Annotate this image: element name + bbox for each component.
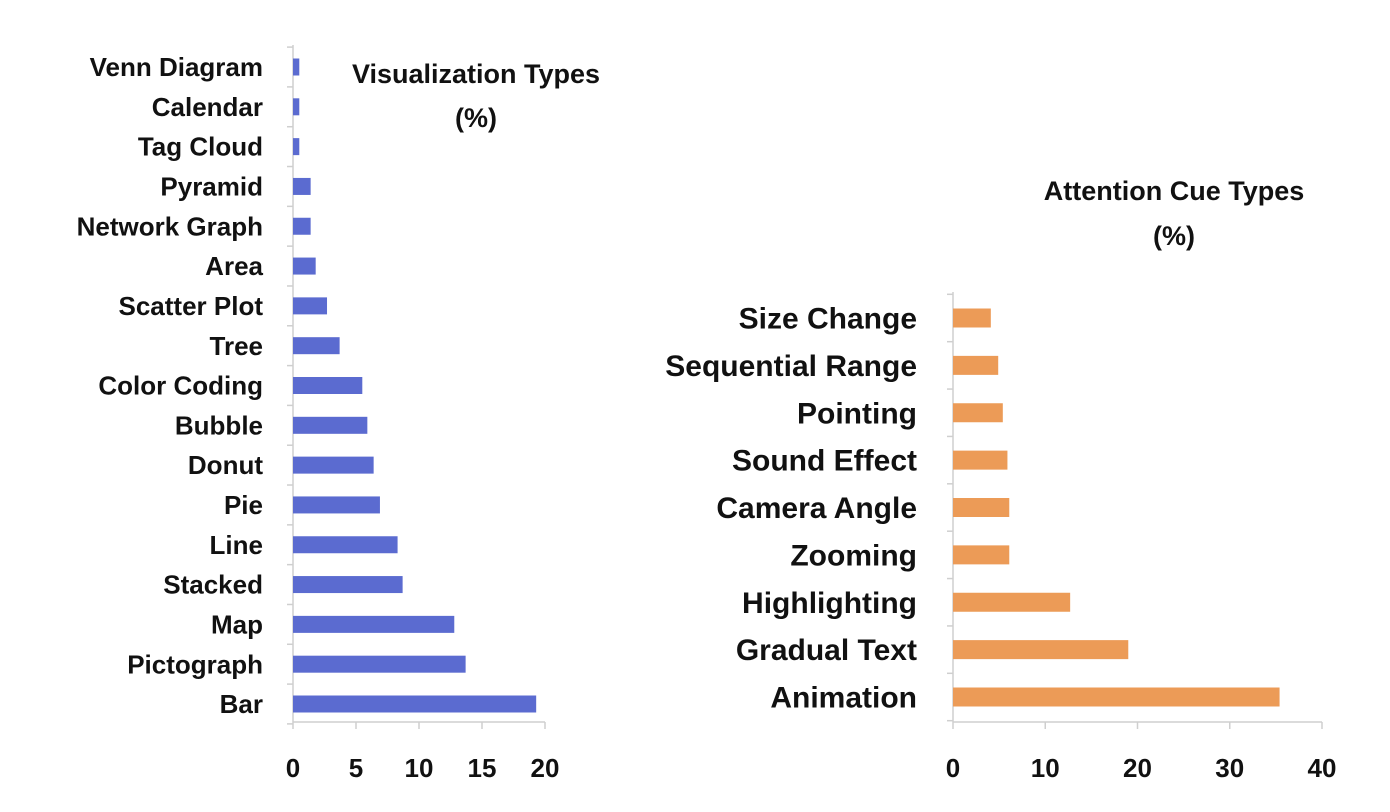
viz-category-label: Pyramid: [160, 172, 263, 202]
viz-x-tick-label: 0: [286, 753, 300, 783]
viz-bar: [293, 98, 300, 116]
viz-category-label: Pictograph: [127, 649, 263, 679]
viz-bar: [293, 615, 455, 633]
cue-bar: [953, 592, 1071, 612]
viz-category-label: Bar: [220, 689, 263, 719]
viz-bar: [293, 496, 380, 514]
viz-x-tick-label: 10: [405, 753, 434, 783]
viz-bar: [293, 337, 340, 355]
cue-x-tick-label: 20: [1123, 753, 1152, 783]
viz-chart-title-line-1: Visualization Types: [352, 59, 600, 89]
viz-category-label: Pie: [224, 490, 263, 520]
cue-bar: [953, 450, 1008, 470]
viz-x-tick-label: 5: [349, 753, 363, 783]
viz-category-label: Tag Cloud: [138, 132, 263, 162]
viz-bar: [293, 138, 300, 156]
viz-category-label: Bubble: [175, 410, 263, 440]
cue-chart-title-line-2: (%): [1153, 221, 1195, 251]
viz-chart-title-line-2: (%): [455, 103, 497, 133]
cue-category-label: Zooming: [790, 539, 917, 572]
cue-bar: [953, 640, 1129, 660]
viz-category-label: Stacked: [163, 570, 263, 600]
cue-category-label: Sequential Range: [665, 350, 917, 383]
viz-bar: [293, 58, 300, 76]
cue-category-label: Highlighting: [742, 587, 917, 620]
viz-x-tick-label: 20: [531, 753, 560, 783]
cue-category-label: Size Change: [739, 303, 917, 336]
cue-bar: [953, 498, 1010, 517]
viz-bar: [293, 456, 374, 474]
cue-bar: [953, 355, 999, 375]
viz-category-label: Map: [211, 609, 263, 639]
cue-bar: [953, 308, 991, 328]
viz-x-tick-label: 15: [468, 753, 497, 783]
cue-category-label: Sound Effect: [732, 445, 917, 478]
viz-bar: [293, 536, 398, 554]
viz-category-label: Network Graph: [77, 211, 263, 241]
cue-bar: [953, 403, 1003, 423]
cue-category-label: Animation: [770, 682, 917, 715]
cue-bar: [953, 545, 1010, 565]
cue-x-tick-label: 30: [1215, 753, 1244, 783]
viz-bar: [293, 416, 368, 434]
cue-bar: [953, 687, 1280, 707]
viz-category-label: Color Coding: [98, 371, 263, 401]
cue-x-tick-label: 40: [1308, 753, 1337, 783]
cue-category-label: Camera Angle: [716, 492, 917, 525]
viz-bar: [293, 217, 311, 235]
viz-bar: [293, 695, 537, 713]
viz-bar: [293, 655, 466, 673]
viz-category-label: Donut: [188, 450, 263, 480]
cue-category-label: Gradual Text: [736, 634, 917, 667]
viz-category-label: Line: [210, 530, 263, 560]
viz-bar: [293, 177, 311, 195]
viz-bar: [293, 297, 328, 315]
viz-bar: [293, 377, 363, 394]
cue-category-label: Pointing: [797, 397, 917, 430]
cue-x-tick-label: 0: [946, 753, 960, 783]
viz-category-label: Tree: [210, 331, 264, 361]
cue-x-tick-label: 10: [1031, 753, 1060, 783]
viz-category-label: Scatter Plot: [119, 291, 264, 321]
viz-bar: [293, 257, 316, 275]
cue-chart-title-line-1: Attention Cue Types: [1044, 176, 1305, 206]
viz-bar: [293, 576, 403, 594]
viz-category-label: Area: [205, 251, 263, 281]
viz-category-label: Venn Diagram: [90, 52, 263, 82]
viz-category-label: Calendar: [152, 92, 263, 122]
